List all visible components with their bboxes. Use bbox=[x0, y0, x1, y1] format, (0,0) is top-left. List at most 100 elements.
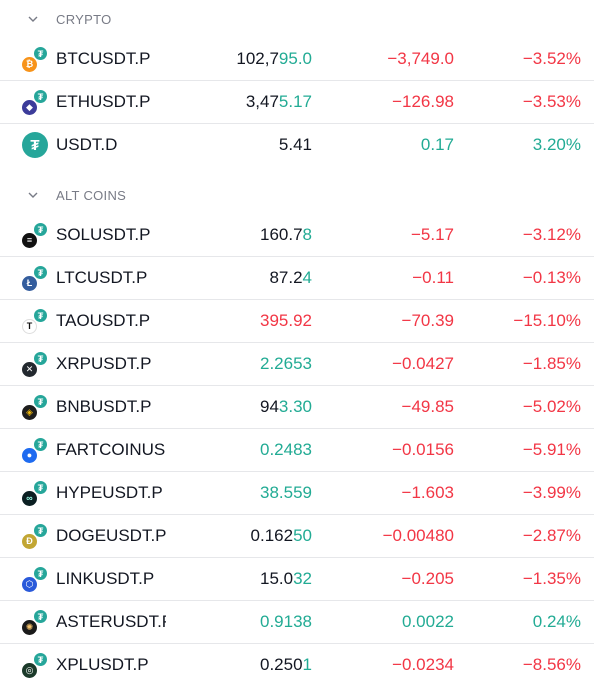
watchlist-row[interactable]: ⬡ ₮ LINKUSDT.P 15.032 −0.205 −1.35% bbox=[0, 558, 594, 601]
symbol-name[interactable]: ETHUSDT.P bbox=[56, 92, 151, 111]
section-header[interactable]: ALT COINS bbox=[0, 176, 594, 214]
ethereum-icon: ◆ bbox=[22, 100, 37, 115]
watchlist-row[interactable]: ◎ ₮ XPLUSDT.P 0.2501 −0.0234 −8.56% bbox=[0, 644, 594, 686]
litecoin-icon: Ł bbox=[22, 276, 37, 291]
tether-badge-icon: ₮ bbox=[33, 222, 48, 237]
symbol-name[interactable]: XRPUSDT.P bbox=[56, 354, 152, 373]
section-header[interactable]: CRYPTO bbox=[0, 0, 594, 38]
watchlist-row[interactable]: ●₮ FARTCOINUSDT.P 0.2483 −0.0156 −5.91% bbox=[0, 429, 594, 472]
price-tail: 5.17 bbox=[278, 92, 312, 111]
bnb-icon: ◈ bbox=[22, 405, 37, 420]
symbol-name[interactable]: TAOUSDT.P bbox=[56, 311, 151, 330]
symbol-name[interactable]: ASTERUSDT.P bbox=[56, 612, 166, 631]
section-title: ALT COINS bbox=[56, 187, 127, 203]
price-change-percent: −5.91% bbox=[522, 440, 581, 459]
watchlist-row[interactable]: ◈ ₮ BNBUSDT.P 943.30 −49.85 −5.02% bbox=[0, 386, 594, 429]
watchlist-row[interactable]: ∞ ₮ HYPEUSDT.P 38.559 −1.603 −3.99% bbox=[0, 472, 594, 515]
watchlist-row[interactable]: ◆ ₮ ETHUSDT.P 3,475.17 −126.98 −3.53% bbox=[0, 81, 594, 124]
price-change-percent: −3.12% bbox=[522, 225, 581, 244]
tether-badge-icon: ₮ bbox=[33, 609, 48, 624]
price-change-percent: −1.35% bbox=[522, 569, 581, 588]
watchlist-row[interactable]: ≡ ₮ SOLUSDT.P 160.78 −5.17 −3.12% bbox=[0, 214, 594, 257]
symbol-name[interactable]: SOLUSDT.P bbox=[56, 225, 151, 244]
symbol-name[interactable]: BNBUSDT.P bbox=[56, 397, 152, 416]
watchlist-row[interactable]: ✺ ₮ ASTERUSDT.P 0.9138 0.0022 0.24% bbox=[0, 601, 594, 644]
price-main: 2.2653 bbox=[260, 354, 312, 373]
price-change-percent: −3.52% bbox=[522, 49, 581, 68]
tether-badge-icon: ₮ bbox=[33, 523, 48, 538]
last-price: 102,795.0 bbox=[236, 49, 312, 69]
section-title: CRYPTO bbox=[56, 11, 112, 27]
price-main: 3,47 bbox=[245, 92, 279, 111]
symbol-icon: ⬡ ₮ bbox=[22, 566, 48, 592]
dogecoin-icon: Ð bbox=[22, 534, 37, 549]
last-price: 0.2483 bbox=[260, 440, 312, 460]
tether-badge-icon: ₮ bbox=[33, 265, 48, 280]
chevron-down-icon[interactable] bbox=[26, 8, 48, 30]
tether-badge-icon: ₮ bbox=[33, 89, 48, 104]
chevron-down-icon[interactable] bbox=[26, 184, 48, 206]
hyperliquid-icon: ∞ bbox=[22, 491, 37, 506]
price-main: 0.162 bbox=[250, 526, 294, 545]
last-price: 5.41 bbox=[279, 135, 312, 155]
price-change: −1.603 bbox=[401, 483, 454, 502]
price-main: 0.250 bbox=[259, 655, 303, 674]
price-change-percent: 0.24% bbox=[532, 612, 581, 631]
section-spacer bbox=[0, 166, 594, 176]
price-main: 5.41 bbox=[278, 135, 312, 154]
price-tail: 3.30 bbox=[278, 397, 312, 416]
price-change-percent: 3.20% bbox=[532, 135, 581, 154]
price-change: −0.0156 bbox=[392, 440, 454, 459]
symbol-icon: ₮ bbox=[22, 132, 48, 158]
bittensor-icon: T bbox=[22, 319, 37, 334]
last-price: 38.559 bbox=[260, 483, 312, 503]
price-change: −126.98 bbox=[392, 92, 454, 111]
price-change-percent: −15.10% bbox=[513, 311, 581, 330]
fartcoin-icon: ● bbox=[22, 448, 37, 463]
watchlist-row[interactable]: ₿ ₮ BTCUSDT.P 102,795.0 −3,749.0 −3.52% bbox=[0, 38, 594, 81]
symbol-name[interactable]: BTCUSDT.P bbox=[56, 49, 151, 68]
tether-badge-icon: ₮ bbox=[33, 46, 48, 61]
watchlist-row[interactable]: ₮ USDT.D 5.41 0.17 3.20% bbox=[0, 124, 594, 166]
symbol-name[interactable]: XPLUSDT.P bbox=[56, 655, 149, 674]
watchlist-row[interactable]: Ł ₮ LTCUSDT.P 87.24 −0.11 −0.13% bbox=[0, 257, 594, 300]
watchlist-row[interactable]: T ₮ TAOUSDT.P 395.92 −70.39 −15.10% bbox=[0, 300, 594, 343]
symbol-icon: ◎ ₮ bbox=[22, 652, 48, 678]
price-main: 94 bbox=[259, 397, 279, 416]
price-tail: 4 bbox=[302, 268, 312, 287]
last-price: 943.30 bbox=[260, 397, 312, 417]
last-price: 0.9138 bbox=[260, 612, 312, 632]
symbol-name[interactable]: LINKUSDT.P bbox=[56, 569, 155, 588]
last-price: 15.032 bbox=[260, 569, 312, 589]
price-tail: 95.0 bbox=[278, 49, 312, 68]
watchlist-row[interactable]: Ð ₮ DOGEUSDT.P 0.16250 −0.00480 −2.87% bbox=[0, 515, 594, 558]
tether-badge-icon: ₮ bbox=[33, 394, 48, 409]
price-change-percent: −0.13% bbox=[522, 268, 581, 287]
symbol-name[interactable]: USDT.D bbox=[56, 135, 118, 154]
price-change-percent: −5.02% bbox=[522, 397, 581, 416]
price-change: −0.0234 bbox=[392, 655, 454, 674]
price-tail: 50 bbox=[293, 526, 312, 545]
symbol-icon: ◆ ₮ bbox=[22, 89, 48, 115]
symbol-icon: ≡ ₮ bbox=[22, 222, 48, 248]
symbol-name[interactable]: DOGEUSDT.P bbox=[56, 526, 166, 545]
price-change-percent: −3.99% bbox=[522, 483, 581, 502]
watchlist-row[interactable]: ✕ ₮ XRPUSDT.P 2.2653 −0.0427 −1.85% bbox=[0, 343, 594, 386]
symbol-icon: ● ₮ bbox=[22, 437, 48, 463]
aster-icon: ✺ bbox=[22, 620, 37, 635]
symbol-name[interactable]: FARTCOINUSDT.P bbox=[56, 440, 166, 459]
symbol-name[interactable]: HYPEUSDT.P bbox=[56, 483, 163, 502]
tether-badge-icon: ₮ bbox=[33, 480, 48, 495]
symbol-icon: Ð ₮ bbox=[22, 523, 48, 549]
last-price: 2.2653 bbox=[260, 354, 312, 374]
symbol-name[interactable]: LTCUSDT.P bbox=[56, 268, 148, 287]
price-tail: 8 bbox=[302, 225, 312, 244]
price-main: 15.0 bbox=[259, 569, 294, 588]
solana-icon: ≡ bbox=[22, 233, 37, 248]
symbol-icon: T ₮ bbox=[22, 308, 48, 334]
bitcoin-icon: ₿ bbox=[22, 57, 37, 72]
price-tail: 1 bbox=[302, 655, 312, 674]
price-main: 87.2 bbox=[269, 268, 303, 287]
price-main: 395.92 bbox=[260, 311, 312, 330]
price-main: 160.7 bbox=[259, 225, 303, 244]
